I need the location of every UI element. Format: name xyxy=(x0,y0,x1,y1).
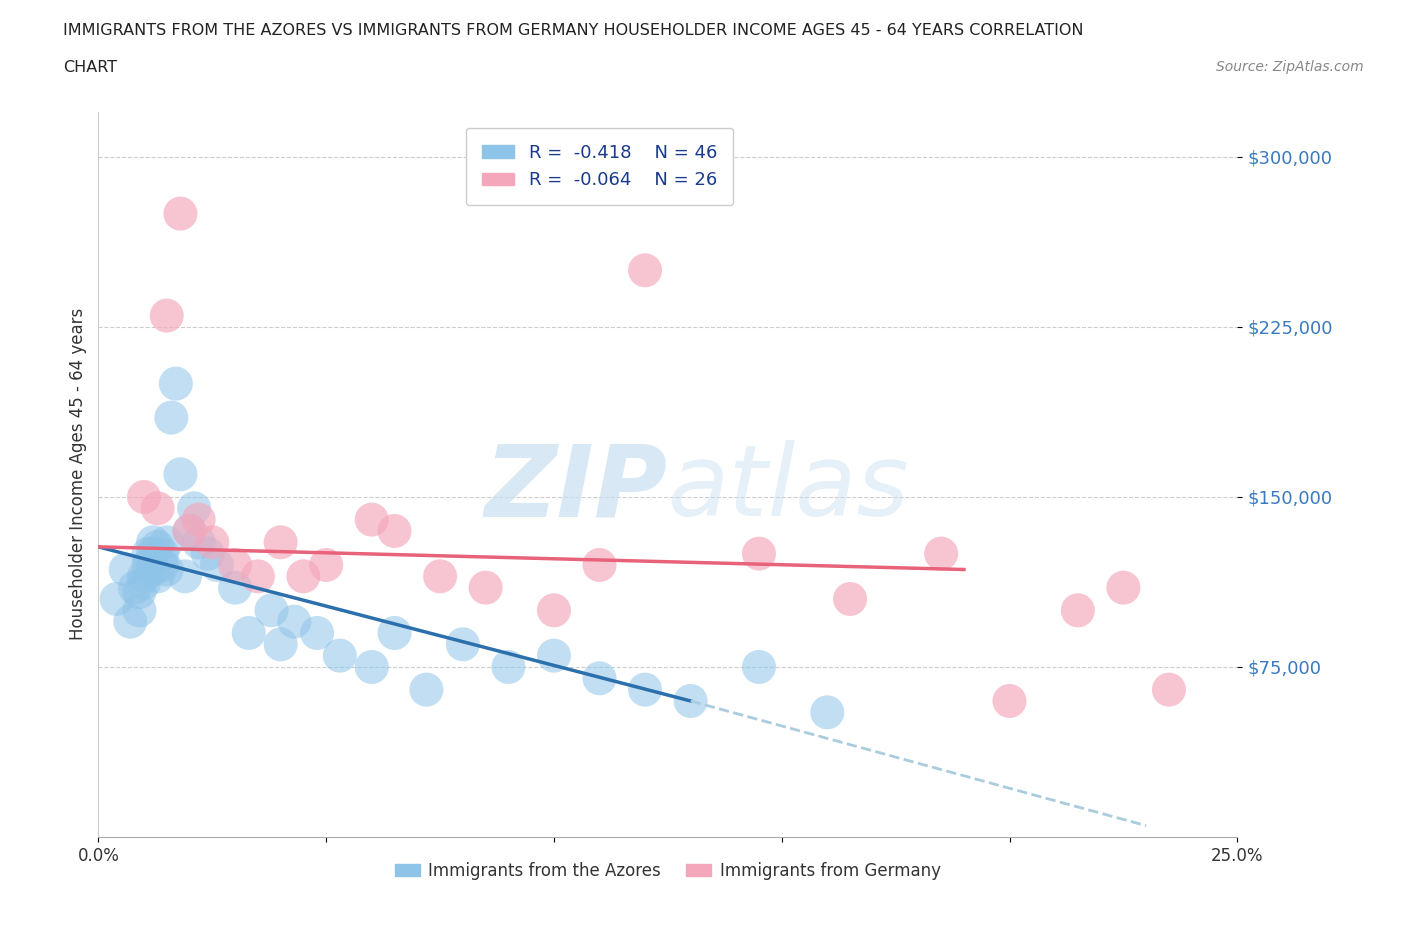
Point xyxy=(634,683,657,698)
Text: ZIP: ZIP xyxy=(485,440,668,538)
Point xyxy=(174,569,197,584)
Point xyxy=(588,558,610,573)
Point xyxy=(128,585,150,600)
Point xyxy=(360,512,382,527)
Point xyxy=(187,512,209,527)
Legend: R =  -0.418    N = 46, R =  -0.064    N = 26: R = -0.418 N = 46, R = -0.064 N = 26 xyxy=(465,128,734,206)
Point xyxy=(451,637,474,652)
Point xyxy=(187,535,209,550)
Point xyxy=(224,580,246,595)
Point xyxy=(748,546,770,561)
Point xyxy=(150,558,173,573)
Point xyxy=(150,546,173,561)
Point xyxy=(169,467,191,482)
Point xyxy=(1157,683,1180,698)
Point xyxy=(498,659,520,674)
Point xyxy=(679,694,702,709)
Point xyxy=(142,546,165,561)
Point xyxy=(283,614,305,629)
Point xyxy=(132,569,155,584)
Point xyxy=(1112,580,1135,595)
Point xyxy=(415,683,437,698)
Point xyxy=(124,580,146,595)
Y-axis label: Householder Income Ages 45 - 64 years: Householder Income Ages 45 - 64 years xyxy=(69,308,87,641)
Point xyxy=(384,626,406,641)
Point xyxy=(384,524,406,538)
Point xyxy=(165,377,187,392)
Point xyxy=(156,308,179,323)
Point xyxy=(238,626,260,641)
Point xyxy=(360,659,382,674)
Point xyxy=(169,206,191,221)
Point xyxy=(156,535,179,550)
Point xyxy=(588,671,610,685)
Point xyxy=(429,569,451,584)
Point xyxy=(156,562,179,577)
Point xyxy=(146,569,169,584)
Point xyxy=(307,626,329,641)
Point xyxy=(146,501,169,516)
Point xyxy=(128,603,150,618)
Point xyxy=(315,558,337,573)
Point xyxy=(815,705,838,720)
Point xyxy=(260,603,283,618)
Point xyxy=(543,603,565,618)
Point xyxy=(142,535,165,550)
Point xyxy=(474,580,496,595)
Point xyxy=(270,535,292,550)
Point xyxy=(224,558,246,573)
Point xyxy=(197,546,219,561)
Point xyxy=(634,263,657,278)
Point xyxy=(205,558,228,573)
Point xyxy=(929,546,952,561)
Point xyxy=(270,637,292,652)
Point xyxy=(246,569,269,584)
Point xyxy=(329,648,352,663)
Point xyxy=(160,410,183,425)
Point xyxy=(1067,603,1090,618)
Point xyxy=(138,546,160,561)
Point xyxy=(292,569,315,584)
Point xyxy=(146,539,169,554)
Point xyxy=(138,558,160,573)
Point xyxy=(839,591,862,606)
Point xyxy=(748,659,770,674)
Text: atlas: atlas xyxy=(668,440,910,538)
Point xyxy=(201,535,224,550)
Point xyxy=(120,614,142,629)
Text: CHART: CHART xyxy=(63,60,117,75)
Point xyxy=(543,648,565,663)
Point xyxy=(114,562,136,577)
Point xyxy=(179,524,201,538)
Point xyxy=(179,524,201,538)
Point xyxy=(132,489,155,504)
Text: IMMIGRANTS FROM THE AZORES VS IMMIGRANTS FROM GERMANY HOUSEHOLDER INCOME AGES 45: IMMIGRANTS FROM THE AZORES VS IMMIGRANTS… xyxy=(63,23,1084,38)
Point xyxy=(998,694,1021,709)
Point xyxy=(142,562,165,577)
Point xyxy=(183,501,205,516)
Point xyxy=(105,591,128,606)
Text: Source: ZipAtlas.com: Source: ZipAtlas.com xyxy=(1216,60,1364,74)
Point xyxy=(132,576,155,591)
